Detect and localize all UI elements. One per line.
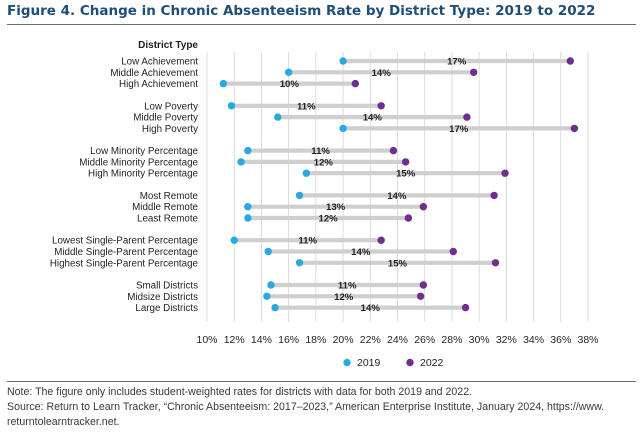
dot-2019	[244, 203, 252, 211]
change-label: 17%	[447, 57, 467, 68]
dot-2022	[566, 57, 575, 65]
dot-2022	[461, 303, 470, 312]
category-label: Highest Single-Parent Percentage	[50, 258, 199, 269]
dot-2019	[244, 146, 252, 155]
change-label: 12%	[319, 214, 339, 225]
dot-2022	[463, 113, 471, 121]
change-label: 14%	[387, 191, 407, 202]
change-label: 12%	[334, 292, 354, 303]
y-axis-title: District Type	[138, 40, 198, 51]
x-tick-label: 36%	[550, 334, 571, 346]
x-tick-label: 28%	[441, 334, 462, 346]
dot-2019	[264, 247, 272, 256]
x-tick-label: 24%	[387, 334, 408, 346]
change-label: 14%	[361, 303, 381, 314]
top-divider	[7, 24, 636, 25]
figure-source-continued: returntolearntracker.net.	[7, 416, 120, 428]
category-label: High Minority Percentage	[88, 169, 199, 180]
change-label: 14%	[351, 247, 371, 258]
x-tick-label: 14%	[251, 334, 272, 346]
x-tick-label: 22%	[360, 334, 381, 346]
dot-2022	[351, 79, 360, 88]
category-label: Middle Minority Percentage	[79, 157, 198, 168]
dot-2019	[230, 236, 238, 244]
dot-2019	[263, 292, 271, 300]
x-tick-label: 38%	[577, 334, 598, 346]
dot-2022	[470, 68, 478, 77]
change-label: 11%	[311, 146, 330, 157]
figure-note: Note: The figure only includes student-w…	[7, 386, 473, 398]
x-tick-label: 34%	[523, 334, 544, 346]
category-label: Low Minority Percentage	[90, 146, 198, 157]
category-label: Large Districts	[135, 303, 198, 314]
dot-2022	[419, 203, 428, 211]
figure-source: Source: Return to Learn Tracker, “Chroni…	[7, 401, 605, 413]
category-label: Small Districts	[136, 281, 198, 292]
dot-2022	[404, 214, 413, 222]
legend-swatch	[406, 358, 414, 367]
dot-2022	[449, 247, 457, 256]
category-label: Most Remote	[140, 191, 199, 202]
change-label: 14%	[372, 68, 392, 79]
dot-2019	[227, 102, 236, 110]
change-label: 11%	[338, 281, 357, 292]
dot-2022	[377, 102, 385, 110]
bottom-divider	[7, 381, 636, 382]
legend-swatch	[343, 358, 351, 367]
dot-2019	[244, 214, 252, 222]
dot-2019	[237, 158, 245, 166]
change-label: 14%	[363, 113, 383, 124]
change-label: 11%	[298, 236, 317, 247]
category-label: Middle Remote	[132, 202, 198, 213]
dot-2022	[416, 292, 425, 300]
change-label: 17%	[449, 124, 469, 135]
dot-2022	[389, 146, 398, 155]
category-label: Middle Poverty	[133, 113, 198, 124]
x-tick-label: 16%	[278, 334, 299, 346]
change-label: 10%	[280, 79, 300, 90]
change-label: 15%	[396, 169, 416, 180]
dumbbell-chart: 10% 12% 14% 16% 18% 20% 22% 24% 26% 28% 30% 32% 34% 3…	[50, 40, 599, 369]
category-label: Midsize Districts	[127, 292, 198, 303]
dot-2019	[284, 68, 293, 77]
change-label: 15%	[388, 258, 408, 269]
x-tick-label: 26%	[414, 334, 435, 346]
dot-2019	[295, 191, 304, 200]
x-tick-label: 20%	[333, 334, 354, 346]
dot-2019	[339, 57, 347, 65]
category-label: High Poverty	[142, 124, 198, 135]
dot-2022	[419, 281, 428, 289]
legend-label: 2022	[420, 357, 444, 369]
dot-2022	[570, 124, 579, 133]
x-tick-label: 30%	[469, 334, 490, 346]
dot-2022	[501, 169, 509, 177]
dot-2019	[295, 259, 304, 267]
dot-2019	[274, 113, 282, 121]
category-label: Middle Achievement	[110, 68, 198, 79]
category-label: High Achievement	[119, 79, 198, 90]
category-label: Least Remote	[137, 214, 199, 225]
x-tick-label: 32%	[496, 334, 517, 346]
category-label: Low Achievement	[121, 57, 198, 68]
change-label: 12%	[314, 157, 334, 168]
dot-2022	[401, 158, 410, 166]
category-label: Low Poverty	[144, 101, 198, 112]
dot-2022	[491, 259, 500, 267]
x-tick-label: 10%	[196, 334, 217, 346]
legend-label: 2019	[357, 357, 381, 369]
dot-2019	[271, 303, 279, 312]
figure-title: Figure 4. Change in Chronic Absenteeism …	[7, 3, 596, 19]
category-label: Lowest Single-Parent Percentage	[52, 236, 199, 247]
dot-2019	[339, 124, 347, 133]
x-tick-label: 12%	[224, 334, 245, 346]
dot-2019	[267, 281, 275, 289]
change-label: 11%	[297, 101, 316, 112]
dot-2019	[302, 169, 311, 177]
dot-2019	[219, 79, 228, 88]
dot-2022	[490, 191, 498, 200]
x-tick-label: 18%	[305, 334, 326, 346]
category-label: Middle Single-Parent Percentage	[54, 247, 198, 258]
dot-2022	[377, 236, 385, 244]
change-label: 13%	[326, 202, 346, 213]
